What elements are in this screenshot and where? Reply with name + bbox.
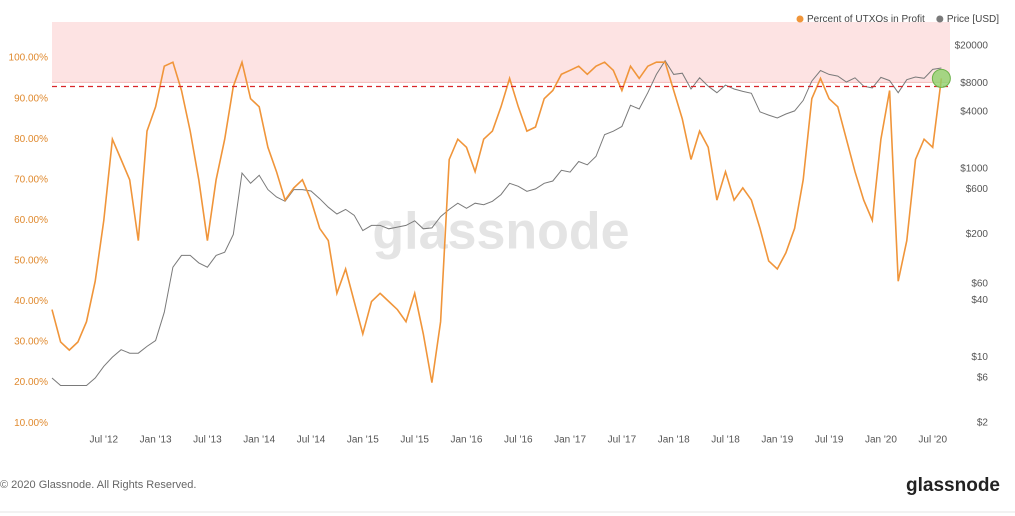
x-tick-label: Jan '14: [243, 435, 275, 446]
y2-tick-label: $6: [977, 373, 989, 384]
y2-tick-label: $60: [971, 278, 988, 289]
y2-tick-label: $10: [971, 352, 988, 363]
x-tick-label: Jan '13: [140, 435, 172, 446]
x-tick-label: Jul '14: [297, 435, 326, 446]
y-tick-label: 20.00%: [14, 377, 48, 388]
x-tick-label: Jan '19: [761, 435, 793, 446]
y-tick-label: 10.00%: [14, 418, 48, 429]
series-line: [51, 59, 942, 386]
x-tick-label: Jul '17: [608, 435, 637, 446]
y-tick-label: 80.00%: [14, 134, 48, 145]
x-tick-label: Jan '16: [450, 435, 482, 446]
y-tick-label: 30.00%: [14, 337, 48, 348]
y2-tick-label: $2: [977, 418, 989, 429]
copyright: © 2020 Glassnode. All Rights Reserved.: [0, 479, 196, 491]
x-tick-label: Jul '18: [711, 435, 740, 446]
x-tick-label: Jul '13: [193, 435, 222, 446]
legend-label: Percent of UTXOs in Profit: [807, 14, 925, 25]
legend-label: Price [USD]: [947, 14, 999, 25]
y-tick-label: 60.00%: [14, 215, 48, 226]
y2-tick-label: $40: [971, 295, 988, 306]
legend-swatch: [936, 15, 944, 23]
watermark: glassnode: [372, 203, 629, 261]
y2-tick-label: $8000: [960, 78, 988, 89]
y-tick-label: 50.00%: [14, 256, 48, 267]
y-tick-label: 100.00%: [9, 53, 49, 64]
x-tick-label: Jul '12: [90, 435, 119, 446]
y2-tick-label: $1000: [960, 163, 988, 174]
y2-tick-label: $4000: [960, 107, 988, 118]
y-tick-label: 90.00%: [14, 93, 48, 104]
y-tick-label: 70.00%: [14, 174, 48, 185]
x-tick-label: Jan '20: [865, 435, 897, 446]
series-line: [51, 59, 943, 383]
legend-swatch: [796, 15, 804, 23]
x-tick-label: Jan '15: [347, 435, 379, 446]
y2-tick-label: $600: [966, 184, 989, 195]
x-tick-label: Jan '17: [554, 435, 586, 446]
y2-tick-label: $200: [966, 229, 989, 240]
x-tick-label: Jul '19: [815, 435, 844, 446]
x-tick-label: Jul '15: [400, 435, 429, 446]
x-tick-label: Jul '16: [504, 435, 533, 446]
y-tick-label: 40.00%: [14, 296, 48, 307]
x-tick-label: Jan '18: [658, 435, 690, 446]
x-tick-label: Jul '20: [918, 435, 947, 446]
logo: glassnode: [906, 475, 1000, 496]
current-marker: [931, 68, 951, 88]
y2-tick-label: $20000: [955, 41, 989, 52]
highlight-band: [52, 22, 950, 83]
